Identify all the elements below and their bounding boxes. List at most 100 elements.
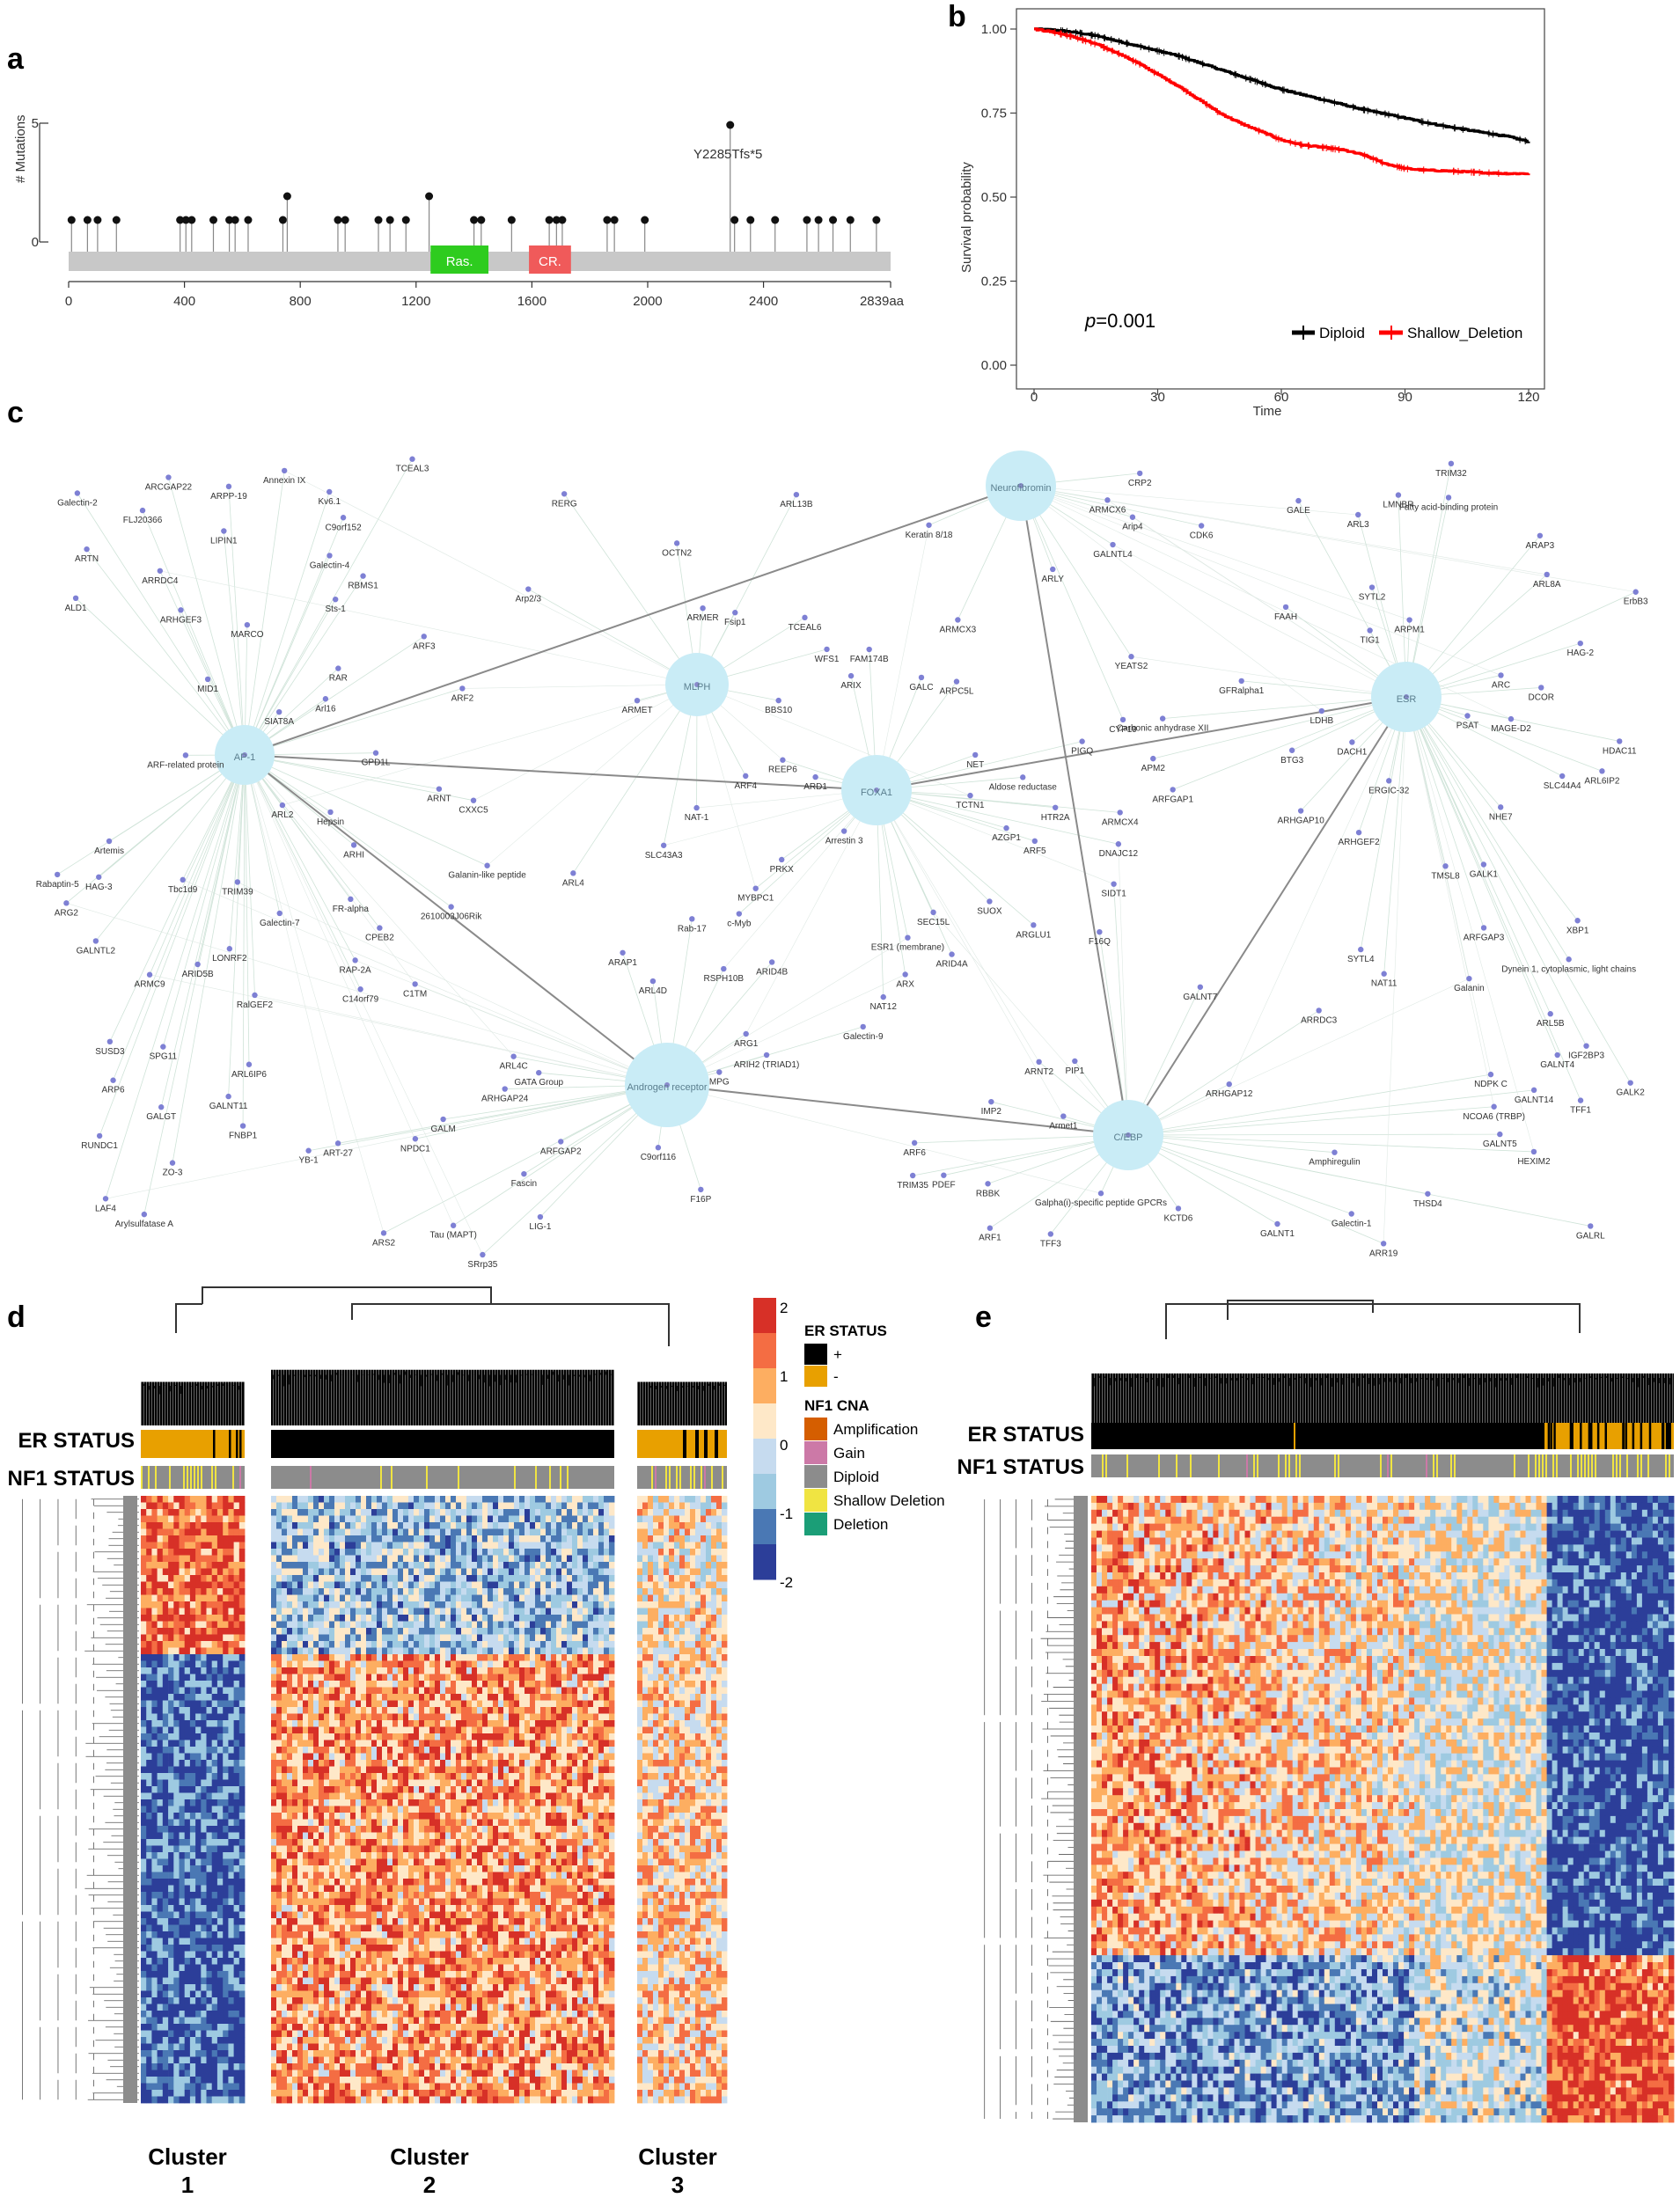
heat-cell bbox=[540, 1641, 547, 1648]
network-node-dot bbox=[326, 488, 333, 495]
heat-cell bbox=[228, 1601, 234, 1608]
heat-cell bbox=[429, 1522, 436, 1529]
heat-cell bbox=[168, 1713, 174, 1721]
heat-cell bbox=[414, 1628, 420, 1635]
heat-cell bbox=[477, 1549, 483, 1556]
heat-cell bbox=[282, 1515, 288, 1523]
heat-cell bbox=[216, 1522, 224, 1529]
heat-cell bbox=[482, 1522, 488, 1529]
network-node-dot bbox=[74, 490, 81, 496]
heat-cell bbox=[195, 1905, 202, 1912]
heat-cell bbox=[414, 1522, 420, 1529]
heat-cell bbox=[408, 1674, 414, 1681]
network-node-dot bbox=[1079, 738, 1085, 744]
heat-cell bbox=[201, 1892, 207, 1899]
network-node-label: GALE bbox=[1287, 506, 1310, 516]
heat-cell bbox=[195, 1687, 202, 1695]
heat-cell bbox=[350, 1502, 356, 1510]
heat-cell bbox=[572, 1674, 578, 1681]
heat-cell bbox=[228, 1687, 234, 1695]
network-edge bbox=[1127, 1010, 1319, 1136]
heat-cell bbox=[195, 2063, 202, 2070]
network-edge bbox=[1405, 696, 1569, 960]
heat-cell bbox=[414, 1621, 420, 1629]
heat-cell bbox=[593, 1496, 599, 1503]
heat-cell bbox=[151, 1773, 158, 1780]
heat-cell bbox=[179, 1839, 186, 1846]
heat-cell bbox=[201, 1515, 207, 1523]
network-node-label: C14orf79 bbox=[342, 994, 379, 1004]
heat-cell bbox=[211, 1747, 218, 1754]
heat-cell bbox=[429, 1660, 436, 1668]
heat-cell bbox=[493, 1608, 499, 1616]
heat-cell bbox=[572, 1615, 578, 1622]
network-node-dot bbox=[972, 751, 979, 758]
heat-cell bbox=[228, 2083, 234, 2091]
heat-cell bbox=[319, 1581, 325, 1589]
heat-cell bbox=[179, 2063, 186, 2070]
heat-cell bbox=[141, 1826, 147, 1833]
heat-cell bbox=[509, 1535, 515, 1542]
heat-cell bbox=[319, 1654, 325, 1661]
heat-cell bbox=[466, 1502, 473, 1510]
heat-cell bbox=[223, 1542, 229, 1550]
network-node-label: ARPM1 bbox=[1394, 626, 1425, 635]
network-node-label: Arylsulfatase A bbox=[115, 1220, 173, 1229]
network-node-label: ARF1 bbox=[979, 1234, 1001, 1243]
heat-cell bbox=[535, 1581, 541, 1589]
heat-cell bbox=[498, 1681, 504, 1688]
heat-cell bbox=[525, 1509, 531, 1516]
heat-cell bbox=[392, 1667, 399, 1674]
heat-cell bbox=[292, 1581, 298, 1589]
heat-cell bbox=[366, 1575, 372, 1582]
network-node-label: DNAJC12 bbox=[1099, 849, 1139, 859]
heat-cell bbox=[435, 1621, 441, 1629]
heat-cell bbox=[551, 1594, 557, 1602]
heat-cell bbox=[598, 1647, 605, 1655]
heat-cell bbox=[398, 1542, 404, 1550]
network-node-dot bbox=[1297, 808, 1304, 814]
heat-cell bbox=[233, 2077, 240, 2084]
heat-cell bbox=[211, 1977, 218, 1985]
nf1-stripe bbox=[567, 1466, 569, 1489]
heat-cell bbox=[297, 1667, 304, 1674]
heat-cell bbox=[387, 1581, 393, 1589]
heat-cell bbox=[228, 2043, 234, 2051]
heat-cell bbox=[540, 1681, 547, 1688]
network-node-label: ARP6 bbox=[101, 1086, 125, 1095]
heat-cell bbox=[189, 1832, 196, 1840]
heat-cell bbox=[551, 1542, 557, 1550]
heat-cell bbox=[282, 1660, 288, 1668]
heat-cell bbox=[238, 1852, 246, 1859]
heat-cell bbox=[162, 1799, 169, 1806]
heat-cell bbox=[201, 1971, 207, 1978]
heat-cell bbox=[334, 1542, 341, 1550]
heat-cell bbox=[292, 1654, 298, 1661]
heat-cell bbox=[598, 1581, 605, 1589]
heat-cell bbox=[419, 1654, 425, 1661]
heat-cell bbox=[350, 1601, 356, 1608]
heat-cell bbox=[398, 1575, 404, 1582]
heat-cell bbox=[514, 1496, 520, 1503]
heat-cell bbox=[233, 1502, 240, 1510]
heat-cell bbox=[162, 1581, 169, 1589]
heat-cell bbox=[340, 1628, 346, 1635]
heat-cell bbox=[361, 1522, 367, 1529]
heat-cell bbox=[216, 1634, 224, 1642]
network-node-dot bbox=[1282, 604, 1289, 611]
heat-cell bbox=[303, 1528, 309, 1536]
heat-cell bbox=[146, 1542, 152, 1550]
heat-cell bbox=[509, 1515, 515, 1523]
heat-cell bbox=[435, 1588, 441, 1595]
heat-cell bbox=[162, 1634, 169, 1642]
heat-cell bbox=[424, 1588, 430, 1595]
network-node-dot bbox=[502, 1086, 508, 1092]
network-node-dot bbox=[1445, 495, 1452, 501]
heat-cell bbox=[173, 1615, 180, 1622]
heat-cell bbox=[340, 1641, 346, 1648]
heat-cell bbox=[151, 2070, 158, 2077]
heat-cell bbox=[403, 1535, 409, 1542]
network-node-label: Galanin bbox=[1454, 984, 1484, 993]
network-node-dot bbox=[955, 617, 961, 623]
heat-cell bbox=[519, 1509, 525, 1516]
